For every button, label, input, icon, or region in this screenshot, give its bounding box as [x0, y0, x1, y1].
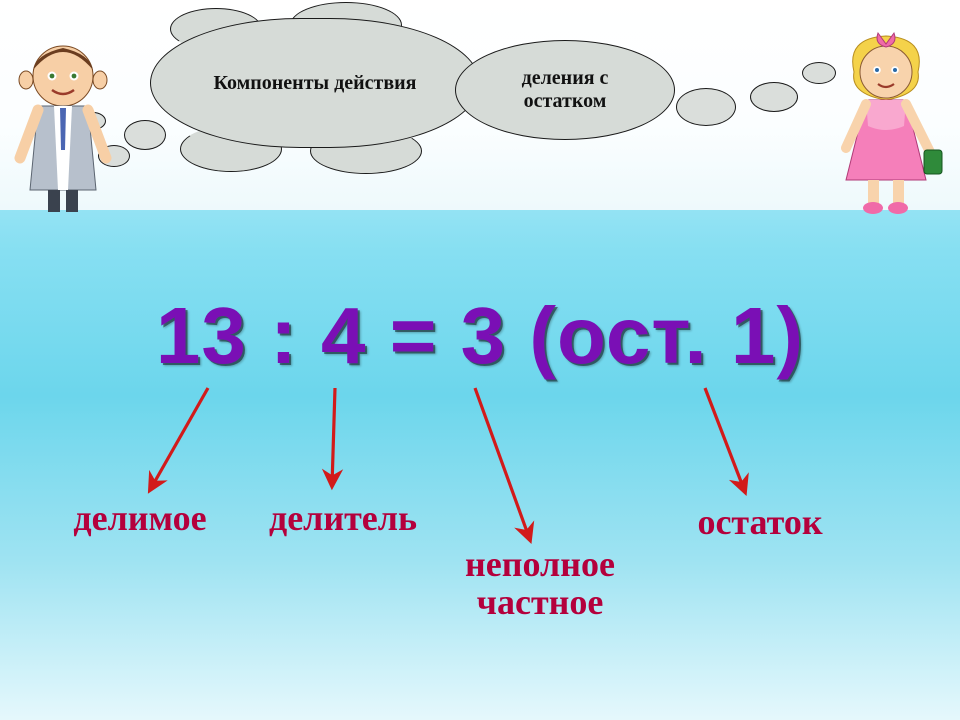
thought-bubble — [676, 88, 736, 126]
thought-bubble — [124, 120, 166, 150]
dividend-arrow — [150, 388, 208, 490]
quotient-arrow — [475, 388, 530, 540]
boy-character — [8, 40, 118, 225]
label-remainder: остаток — [660, 504, 860, 542]
label-quotient: неполное частное — [420, 546, 660, 622]
title-cloud-sub: деления с остатком — [455, 40, 675, 140]
title-main-text: Компоненты действия — [214, 72, 417, 95]
thought-bubble — [750, 82, 798, 112]
girl-icon — [826, 30, 946, 220]
label-divisor: делитель — [238, 500, 448, 538]
remainder-arrow — [705, 388, 745, 492]
girl-character — [826, 30, 946, 225]
label-quotient-line1: неполное — [465, 544, 615, 584]
title-sub-text: деления с остатком — [478, 67, 652, 113]
label-dividend: делимое — [40, 500, 240, 538]
slide: Компоненты действия деления с остатком — [0, 0, 960, 720]
boy-icon — [8, 40, 118, 220]
title-cloud-main: Компоненты действия — [150, 18, 480, 148]
equation: 13 : 4 = 3 (ост. 1) — [0, 290, 960, 382]
label-quotient-line2: частное — [477, 582, 604, 622]
divisor-arrow — [332, 388, 335, 486]
